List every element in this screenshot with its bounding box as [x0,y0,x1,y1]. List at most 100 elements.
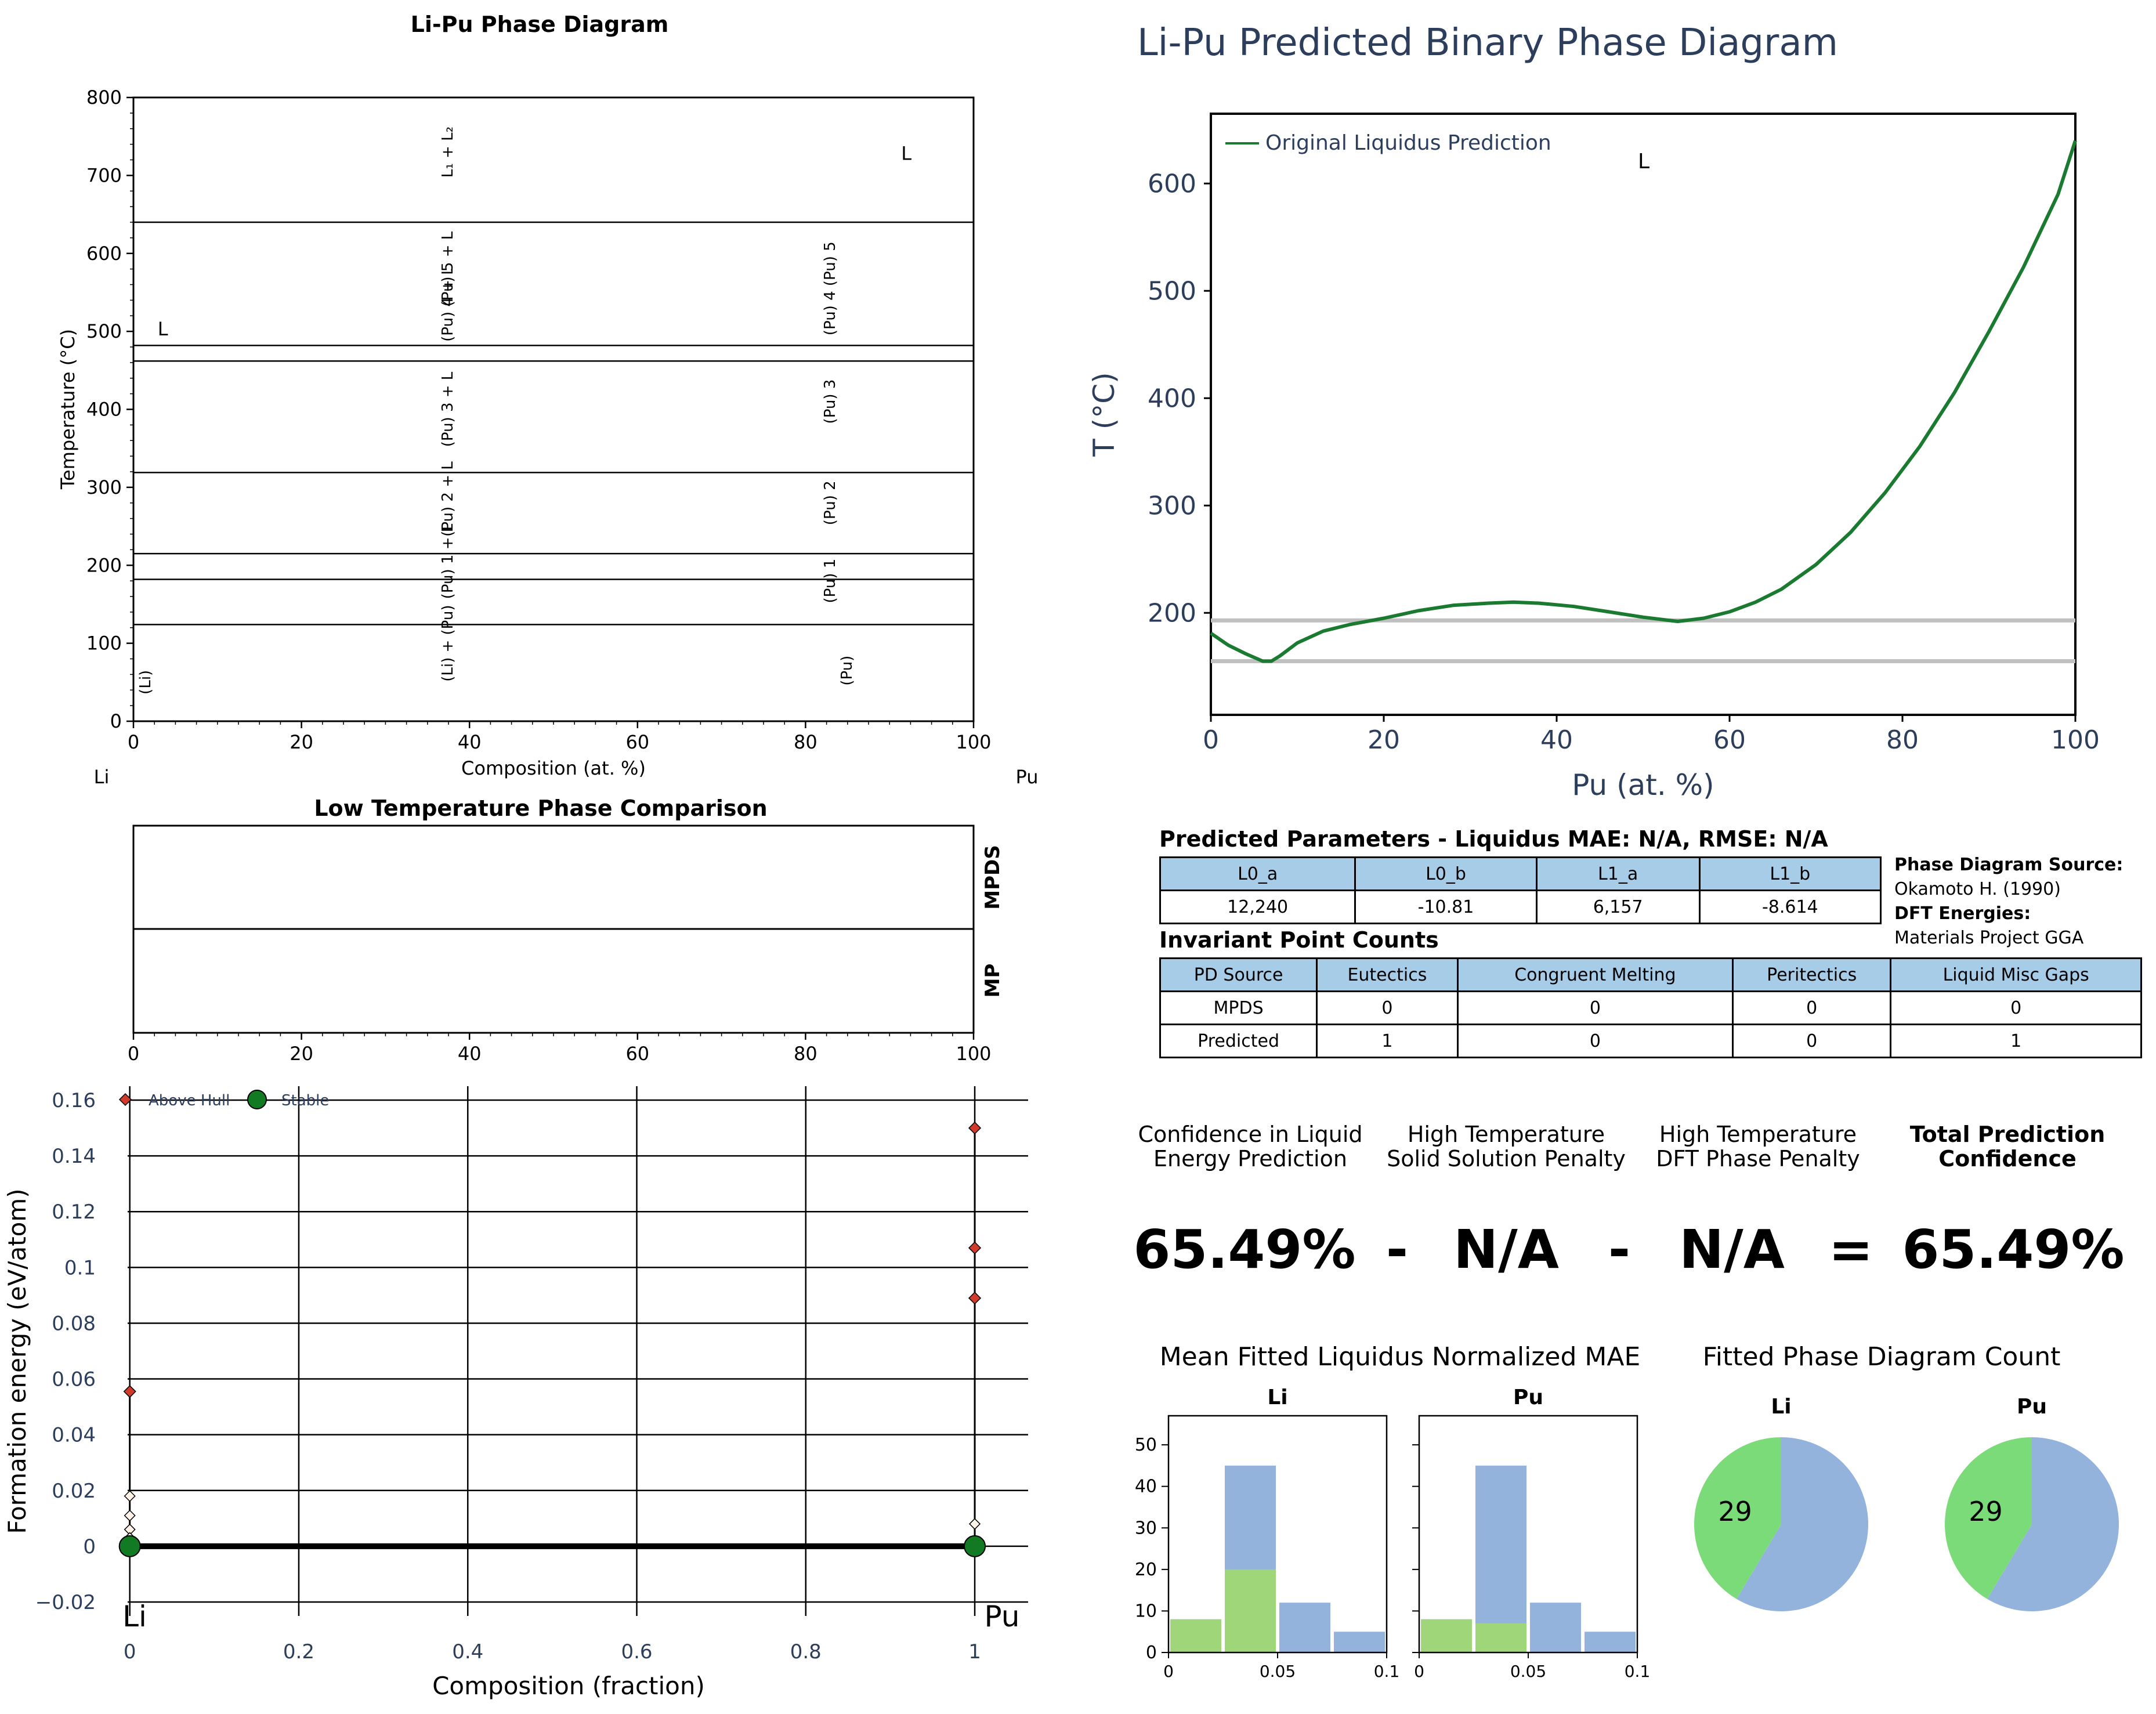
x-tick-label: 40 [1540,725,1573,755]
histogram-bar-blue [1585,1632,1636,1652]
legend-stable-marker [247,1090,267,1109]
phase-region-label: L [901,143,911,165]
pie-slice-green [1945,1437,2032,1599]
mae-histogram-pu: 0 0.05 0.1 [1412,1415,1651,1681]
confidence-value-dft-phase: N/A [1679,1218,1785,1281]
phase-region-label: (Pu) [838,656,856,686]
x-tick-label: 0.1 [1625,1662,1651,1681]
y-tick-label: 600 [1148,169,1196,198]
y-tick-label: 0.14 [52,1145,96,1168]
y-tick-label: 500 [86,320,122,342]
pie-pu-title: Pu [2017,1395,2047,1419]
x-tick-label: 80 [794,1043,817,1065]
y-tick-label: 20 [1135,1560,1157,1580]
table-cell: 0 [1456,990,1734,1025]
above-hull-point [968,1241,982,1254]
hull-panel: −0.02 0 0.02 0.04 0.06 0.08 0.1 0.12 0.14 0.16 0 0.… [3,1086,1028,1700]
pd-source-label: Phase Diagram Source: [1894,855,2124,875]
phase-region-label: (Pu) 5 + L [439,231,457,306]
predicted-lines [1210,140,2077,663]
x-tick-label: 0.8 [790,1640,822,1664]
y-tick-label: 400 [1148,384,1196,413]
x-tick-label: 100 [956,731,991,753]
y-tick-label: 30 [1135,1518,1157,1538]
x-tick-label: 0.2 [283,1640,314,1664]
phase-diagram-right-element: Pu [1015,766,1038,788]
confidence-op-equals: = [1828,1218,1873,1281]
low-temp-ticks: 0 20 40 60 80 100 [128,1033,992,1065]
histogram-bar-blue [1279,1603,1330,1652]
params-value-cell: 6,157 [1535,889,1701,924]
y-tick-label: 600 [86,243,122,265]
pie-slice-label: 29 [1718,1496,1752,1527]
table-cell: 1 [1890,1024,2142,1058]
invariants-header-cell: Peritectics [1732,957,1892,992]
x-tick-label: 100 [2051,725,2100,755]
x-tick-label: 0.05 [1510,1662,1546,1681]
phase-diagram-xlabel: Composition (at. %) [461,757,646,779]
invariants-header-cell: Liquid Misc Gaps [1890,957,2142,992]
predicted-panel: Li-Pu Predicted Binary Phase Diagram 0 20… [1087,21,2100,802]
phase-region-label: (Pu) 1 [822,559,839,603]
x-tick-label: 1 [968,1640,981,1664]
above-hull-point [123,1385,136,1398]
mae-panel-li-title: Li [1267,1386,1287,1409]
y-tick-label: 0.04 [52,1424,96,1447]
hull-left-element: Li [122,1600,147,1633]
phase-region-labels: L L L₁ + L₂ (Pu) 5 + L(Pu) 4 + L (Pu) 3 + L (… [137,126,911,695]
predicted-xlabel: Pu (at. %) [1572,768,1714,802]
params-table: L0_a L0_b L1_a L1_b 12,240 -10.81 6,157 … [1159,856,1882,924]
phase-region-label: L₁ + L₂ [439,126,457,178]
x-tick-label: 0.4 [452,1640,483,1664]
params-header-cell: L1_b [1698,856,1882,891]
above-hull-point [968,1122,982,1135]
confidence-value-liquid: 65.49% [1133,1218,1356,1281]
y-tick-label: 800 [86,86,122,109]
hull-ylabel: Formation energy (eV/atom) [3,1188,31,1534]
y-tick-label: 50 [1135,1435,1157,1455]
pie-chart-pu: 29 [1945,1437,2119,1612]
predicted-title: Li-Pu Predicted Binary Phase Diagram [1137,21,1838,64]
y-tick-label: 700 [86,164,122,186]
dft-source-value: Materials Project GGA [1894,928,2084,948]
x-tick-label: 0 [128,731,139,753]
y-tick-label: 200 [86,554,122,576]
invariants-title: Invariant Point Counts [1159,927,1439,953]
invariant-lines [133,221,974,625]
pie-li-title: Li [1771,1395,1791,1419]
table-cell: 0 [1890,990,2142,1025]
pie-slice-label: 29 [1969,1496,2003,1527]
phase-region-label: (Pu) 3 + L [439,371,457,447]
x-tick-label: 80 [1886,725,1919,755]
params-value-row: 12,240 -10.81 6,157 -8.614 [1159,889,1882,924]
pie-slice-blue [1737,1437,1868,1612]
mae-panel: Mean Fitted Liquidus Normalized MAE Li P… [1135,1342,1650,1681]
above-hull-point [968,1292,982,1305]
hull-legend: Above Hull Stable [118,1090,329,1109]
x-tick-label: 60 [625,731,649,753]
confidence-label-dft-phase: High Temperature DFT Phase Penalty [1656,1122,1860,1171]
y-tick-label: 0.1 [64,1256,96,1279]
pie-slice-green [1694,1437,1781,1599]
y-tick-label: 100 [86,632,122,654]
phase-region-label: (Pu) 4 (Pu) 5 [822,241,839,335]
histogram-bar-green [1170,1619,1221,1652]
histogram-frame [1418,1415,1638,1654]
y-tick-label: 0.06 [52,1368,96,1391]
x-tick-label: 20 [290,1043,313,1065]
invariants-header-cell: Eutectics [1316,957,1459,992]
y-tick-label: 0 [110,710,122,732]
y-tick-label: 0.16 [52,1089,96,1112]
confidence-op-minus-2: - [1608,1218,1631,1281]
x-tick-label: 20 [1368,725,1400,755]
x-tick-label: 100 [956,1043,991,1065]
y-tick-label: 500 [1148,276,1196,306]
phase-diagram-title: Li-Pu Phase Diagram [411,12,669,37]
x-tick-label: 0.1 [1374,1662,1400,1681]
x-tick-label: 60 [625,1043,649,1065]
phase-region-label: (Pu) 4 + L [439,266,457,342]
hull-right-element: Pu [985,1600,1020,1633]
y-tick-label: 200 [1148,598,1196,628]
confidence-label-total: Total Prediction Confidence [1909,1122,2106,1171]
x-tick-label: 0 [128,1043,139,1065]
